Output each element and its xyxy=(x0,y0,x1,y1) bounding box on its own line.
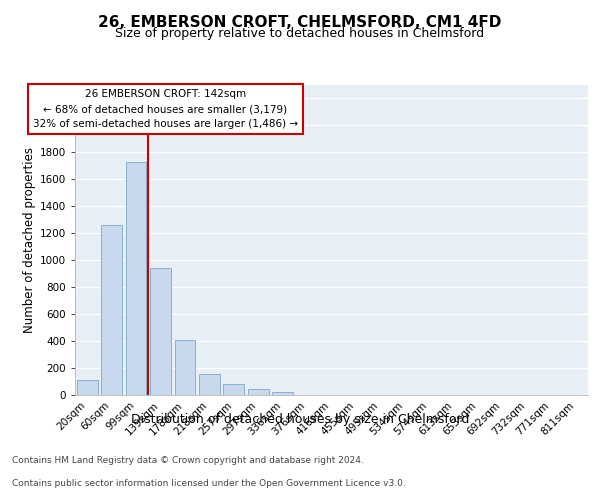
Bar xyxy=(175,340,196,395)
Text: Contains HM Land Registry data © Crown copyright and database right 2024.: Contains HM Land Registry data © Crown c… xyxy=(12,456,364,465)
Bar xyxy=(199,374,220,395)
Bar xyxy=(101,225,122,395)
Text: 26 EMBERSON CROFT: 142sqm
← 68% of detached houses are smaller (3,179)
32% of se: 26 EMBERSON CROFT: 142sqm ← 68% of detac… xyxy=(33,90,298,129)
Bar xyxy=(77,380,98,395)
Bar xyxy=(223,384,244,395)
Text: Size of property relative to detached houses in Chelmsford: Size of property relative to detached ho… xyxy=(115,28,485,40)
Bar xyxy=(150,268,171,395)
Bar xyxy=(272,392,293,395)
Bar xyxy=(125,162,146,395)
Text: Distribution of detached houses by size in Chelmsford: Distribution of detached houses by size … xyxy=(131,412,469,426)
Text: Contains public sector information licensed under the Open Government Licence v3: Contains public sector information licen… xyxy=(12,478,406,488)
Y-axis label: Number of detached properties: Number of detached properties xyxy=(23,147,35,333)
Bar xyxy=(248,390,269,395)
Text: 26, EMBERSON CROFT, CHELMSFORD, CM1 4FD: 26, EMBERSON CROFT, CHELMSFORD, CM1 4FD xyxy=(98,15,502,30)
